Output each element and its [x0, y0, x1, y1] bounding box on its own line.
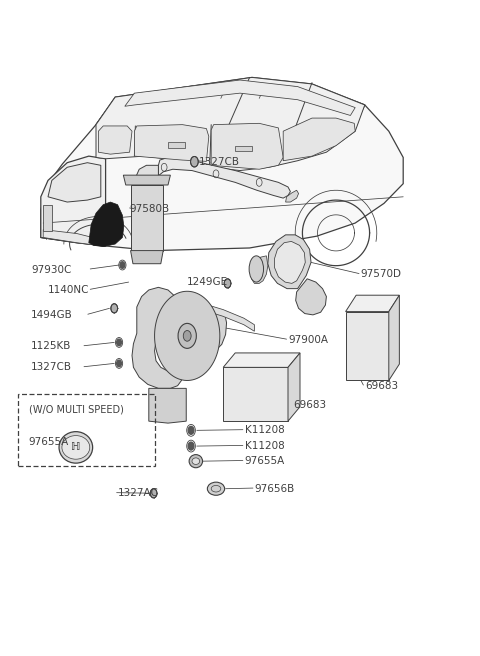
- Polygon shape: [346, 295, 399, 312]
- Text: K11208: K11208: [245, 425, 285, 436]
- Circle shape: [183, 331, 191, 341]
- Text: 97900A: 97900A: [288, 335, 328, 345]
- Ellipse shape: [62, 436, 90, 459]
- Text: 1327CB: 1327CB: [199, 157, 240, 167]
- Polygon shape: [389, 295, 399, 380]
- Ellipse shape: [59, 432, 93, 463]
- Polygon shape: [125, 80, 355, 115]
- Polygon shape: [296, 279, 326, 315]
- Text: 69683: 69683: [365, 380, 398, 391]
- Text: 97570D: 97570D: [360, 269, 401, 279]
- Polygon shape: [288, 353, 300, 421]
- Text: 69683: 69683: [293, 400, 326, 411]
- Circle shape: [117, 360, 121, 367]
- Polygon shape: [96, 77, 365, 171]
- Polygon shape: [131, 251, 163, 264]
- Bar: [18, 394, 155, 466]
- Polygon shape: [123, 175, 170, 185]
- Text: 97656B: 97656B: [254, 483, 295, 494]
- Text: 97655A: 97655A: [29, 437, 69, 447]
- Text: (W/O MULTI SPEED): (W/O MULTI SPEED): [29, 404, 124, 415]
- Circle shape: [191, 157, 198, 167]
- Text: 1327CB: 1327CB: [31, 362, 72, 373]
- Polygon shape: [223, 353, 300, 367]
- Text: K11208: K11208: [245, 441, 285, 451]
- Circle shape: [188, 442, 194, 450]
- Polygon shape: [131, 185, 163, 251]
- Polygon shape: [252, 256, 268, 283]
- Circle shape: [117, 339, 121, 346]
- Text: 1249GE: 1249GE: [187, 277, 228, 287]
- Text: 97930C: 97930C: [31, 265, 72, 276]
- Polygon shape: [98, 126, 132, 154]
- Ellipse shape: [189, 455, 203, 468]
- Polygon shape: [158, 157, 290, 198]
- Polygon shape: [43, 230, 103, 246]
- Text: ℍ: ℍ: [71, 442, 81, 453]
- Circle shape: [224, 279, 231, 288]
- Polygon shape: [283, 118, 355, 161]
- Polygon shape: [149, 388, 186, 423]
- Bar: [346, 312, 389, 380]
- Polygon shape: [89, 202, 124, 247]
- Polygon shape: [268, 235, 311, 289]
- Polygon shape: [211, 123, 283, 169]
- Circle shape: [120, 262, 125, 268]
- Polygon shape: [134, 125, 209, 161]
- Text: 97580B: 97580B: [130, 203, 170, 214]
- Text: 1125KB: 1125KB: [31, 341, 72, 352]
- Text: 97655A: 97655A: [245, 456, 285, 466]
- Circle shape: [178, 323, 196, 348]
- Ellipse shape: [249, 256, 264, 282]
- Ellipse shape: [192, 458, 200, 464]
- Circle shape: [188, 426, 194, 434]
- Text: 1327AC: 1327AC: [118, 488, 158, 499]
- Ellipse shape: [207, 482, 225, 495]
- Bar: [43, 205, 52, 231]
- Polygon shape: [48, 163, 101, 202]
- Circle shape: [150, 489, 157, 498]
- Polygon shape: [179, 302, 254, 331]
- Polygon shape: [41, 79, 403, 251]
- Polygon shape: [132, 287, 227, 388]
- Text: 1494GB: 1494GB: [31, 310, 73, 320]
- Polygon shape: [135, 165, 158, 190]
- Polygon shape: [275, 241, 305, 283]
- Polygon shape: [41, 156, 106, 246]
- Circle shape: [111, 304, 118, 313]
- Bar: [223, 367, 288, 421]
- Polygon shape: [286, 190, 299, 202]
- Bar: [168, 142, 185, 148]
- Text: 1140NC: 1140NC: [48, 285, 89, 295]
- Polygon shape: [155, 291, 220, 380]
- Bar: [235, 146, 252, 151]
- Polygon shape: [96, 77, 365, 125]
